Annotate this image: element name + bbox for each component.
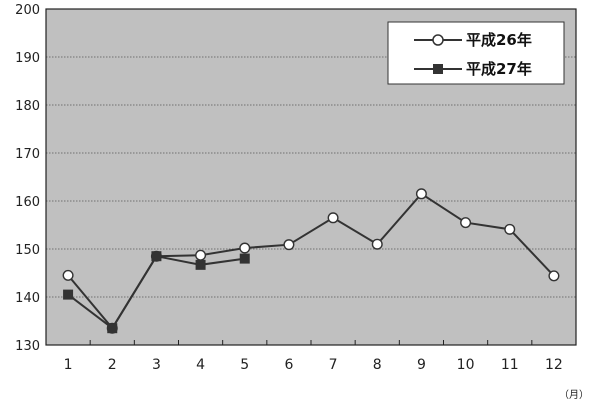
data-point [195,259,206,270]
data-point [62,269,74,281]
plot-border [45,8,577,346]
y-tick-label: 200 [15,3,40,18]
x-tick-label: 5 [240,357,249,373]
data-point [460,217,472,229]
x-tick-label: 4 [196,357,205,373]
y-tick-label: 140 [15,291,40,306]
x-tick-label: 1 [64,357,73,373]
x-axis-ticks: 1 2 3 4 5 6 7 8 9 10 11 12 [64,340,563,373]
x-tick-label: 9 [417,357,426,373]
legend-label-series-1: 平成26年 [466,31,532,49]
y-tick-label: 160 [15,195,40,210]
data-point [548,270,560,282]
x-tick-label: 2 [108,357,117,373]
data-point [151,251,162,262]
data-point [107,323,118,334]
series-2 [63,251,250,334]
x-tick-label: 8 [373,357,382,373]
legend-marker-series-1 [432,34,444,46]
y-tick-label: 130 [15,339,40,354]
y-tick-label: 150 [15,243,40,258]
legend-box [387,21,565,85]
y-tick-label: 190 [15,51,40,66]
x-tick-label: 6 [284,357,293,373]
y-tick-label: 170 [15,147,40,162]
x-tick-label: 7 [329,357,338,373]
legend-marker-series-2 [433,64,443,74]
x-axis-unit-label: （月） [559,389,589,401]
data-point [239,242,251,254]
data-point [239,253,250,264]
x-tick-label: 3 [152,357,161,373]
x-tick-label: 11 [501,357,519,373]
legend: 平成26年 平成27年 [387,21,565,85]
x-tick-label: 10 [457,357,475,373]
data-point [195,249,207,261]
data-point [63,289,74,300]
data-point [371,238,383,250]
x-tick-label: 12 [545,357,563,373]
data-point [504,223,516,235]
y-tick-label: 180 [15,99,40,114]
y-axis-ticks: 130 140 150 160 170 180 190 200 [15,3,40,354]
legend-label-series-2: 平成27年 [466,60,532,78]
data-point [283,239,295,251]
data-point [415,188,427,200]
series-group [62,188,560,334]
data-point [327,212,339,224]
